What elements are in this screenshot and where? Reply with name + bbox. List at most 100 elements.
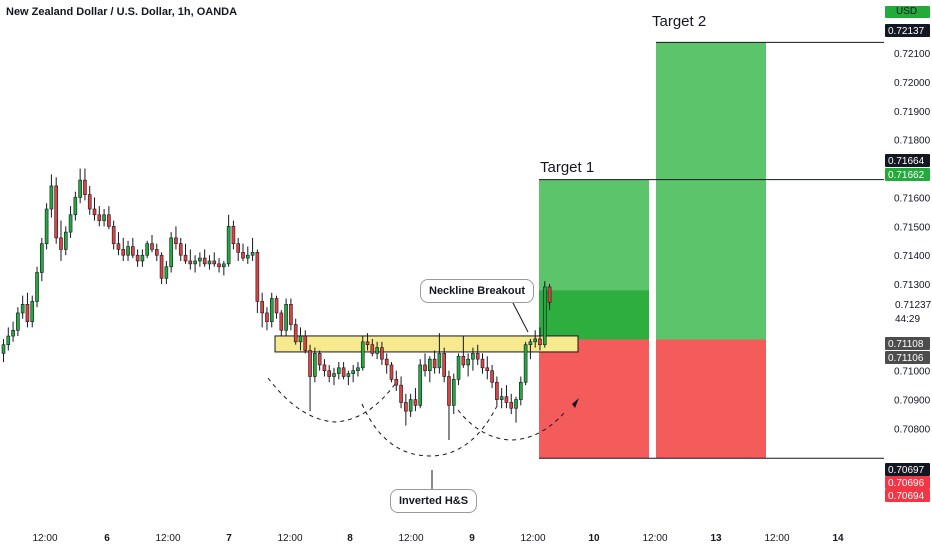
price-tag: 0.71106: [885, 351, 930, 364]
candle: [145, 240, 149, 259]
time-tick-label: 6: [104, 533, 110, 544]
price-tag-bg: [885, 351, 930, 364]
time-tick-label: 10: [588, 533, 600, 544]
candle: [68, 206, 73, 238]
candle: [298, 327, 303, 351]
candle: [442, 347, 446, 383]
position-layer: [539, 42, 766, 459]
time-axis[interactable]: 12:00 6 12:00 7 12:00 8 12:00 9 12:00 10 12:00 13 12…: [32, 533, 844, 544]
target-2-profit-zone: [656, 42, 766, 340]
curve-arrow-head: [572, 398, 579, 408]
candle-body: [466, 358, 470, 366]
candle: [59, 220, 63, 261]
candle: [274, 295, 279, 319]
candle-body: [336, 367, 341, 374]
price-tag-label: 0.71237: [895, 300, 932, 311]
price-tag-label: 0.70697: [888, 465, 925, 476]
candle: [260, 292, 264, 328]
candle: [217, 258, 221, 273]
price-tag-label: 44:29: [895, 314, 920, 325]
candle: [20, 295, 25, 319]
price-tag-bg: [885, 489, 930, 502]
candle: [408, 393, 413, 417]
time-tick-label: 9: [469, 533, 475, 544]
candle-body: [226, 226, 231, 265]
candle-body: [413, 399, 418, 406]
price-tag: 0.72137: [885, 24, 930, 37]
candle: [384, 353, 389, 374]
candle-body: [178, 243, 183, 256]
candle: [25, 292, 30, 328]
candle: [375, 341, 379, 360]
candle-body: [317, 353, 322, 366]
candle-body: [509, 402, 514, 409]
target-2-label: Target 2: [652, 13, 707, 30]
candle: [404, 393, 408, 426]
candle-body: [135, 254, 140, 262]
candle-body: [461, 355, 466, 366]
candle-body: [542, 286, 547, 346]
candle-body: [322, 364, 327, 372]
candle-body: [538, 338, 542, 346]
candle-body: [404, 402, 408, 412]
candle: [360, 336, 365, 371]
candle-body: [260, 301, 264, 314]
currency-label[interactable]: USD: [896, 6, 918, 17]
candle-body: [447, 376, 451, 406]
candle: [255, 249, 260, 313]
target-2-stop-zone: [656, 339, 766, 459]
candle: [423, 353, 427, 377]
price-tick-label: 0.72000: [894, 78, 931, 89]
candle-body: [480, 358, 485, 369]
candle: [135, 249, 140, 267]
candle: [212, 252, 217, 267]
price-tag-label: 0.72137: [888, 26, 925, 37]
candle: [102, 209, 106, 227]
candle-body: [150, 243, 154, 250]
candle: [154, 243, 159, 261]
candle: [164, 260, 169, 285]
candle-body: [20, 303, 25, 314]
candle-body: [97, 214, 102, 221]
target-1-label: Target 1: [540, 159, 595, 176]
candle: [370, 338, 375, 357]
neckline-zone: [274, 335, 579, 353]
candle: [11, 321, 15, 342]
price-tag-bg: [885, 476, 930, 489]
candle: [111, 220, 116, 250]
candle-body: [159, 254, 164, 279]
candle-body: [35, 272, 39, 302]
candle: [480, 353, 485, 374]
price-tag: 0.71662: [885, 168, 930, 181]
candle: [92, 197, 97, 221]
candle: [54, 177, 58, 244]
candle: [236, 237, 241, 261]
candle: [413, 388, 418, 412]
price-tag-label: 0.71106: [888, 353, 924, 364]
candle-body: [207, 260, 212, 265]
candle-body: [63, 231, 68, 250]
candle-body: [437, 353, 442, 369]
candle: [73, 191, 78, 221]
candle: [207, 255, 212, 270]
candle-body: [399, 384, 403, 403]
candle-body: [255, 252, 260, 302]
candle: [87, 185, 92, 215]
candle-body: [341, 367, 346, 377]
candle-body: [274, 298, 279, 314]
candle-body: [313, 353, 317, 377]
candle-body: [236, 243, 241, 253]
price-axis[interactable]: 0.72100 0.72000 0.71900 0.71800 0.71600 0.715…: [885, 6, 932, 502]
candle: [1, 338, 6, 363]
candle-body: [308, 350, 312, 377]
chart-title: New Zealand Dollar / U.S. Dollar, 1h, OA…: [6, 6, 238, 18]
candle-body: [154, 249, 159, 256]
candle: [336, 362, 341, 380]
candles-layer: [1, 168, 552, 440]
candle-body: [394, 379, 399, 386]
candle: [461, 336, 466, 368]
time-tick-label: 7: [226, 533, 232, 544]
candle-body: [212, 260, 217, 265]
candle-body: [351, 370, 355, 374]
candle-body: [111, 226, 116, 244]
